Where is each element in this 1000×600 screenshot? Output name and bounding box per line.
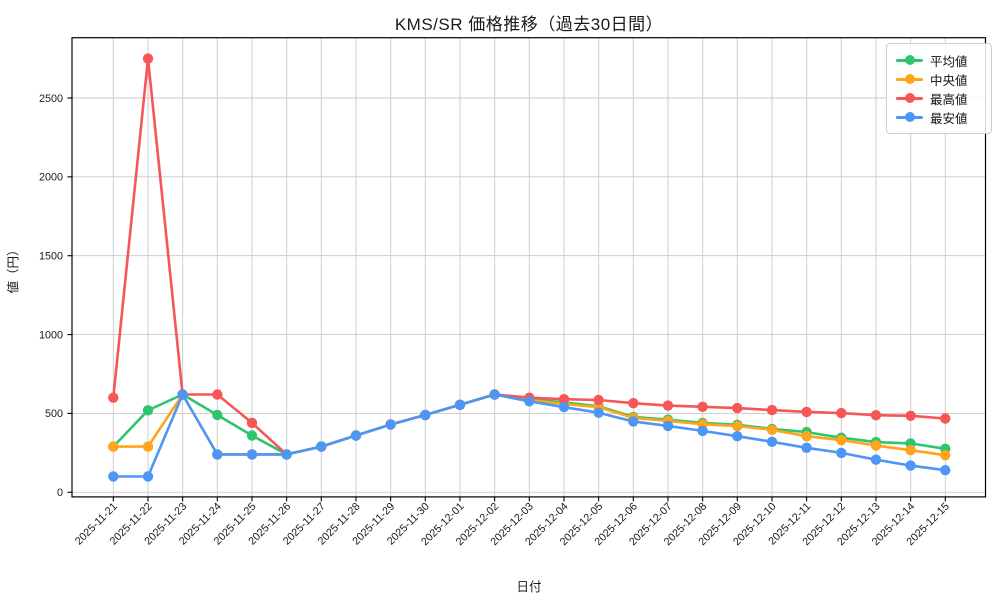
data-point-median-price bbox=[108, 441, 119, 452]
y-tick-label: 500 bbox=[45, 408, 63, 420]
data-point-lowest-price bbox=[420, 409, 431, 421]
data-point-lowest-price bbox=[108, 471, 119, 482]
data-point-average-price bbox=[142, 405, 154, 416]
data-point-lowest-price bbox=[454, 399, 466, 410]
series-lowest-price bbox=[108, 389, 951, 482]
data-point-highest-price bbox=[108, 392, 119, 403]
y-tick-label: 1000 bbox=[39, 329, 63, 341]
y-tick-label: 2000 bbox=[39, 172, 63, 184]
data-point-highest-price bbox=[836, 407, 847, 419]
x-axis-label: 日付 bbox=[516, 580, 542, 594]
data-point-highest-price bbox=[870, 410, 882, 421]
data-point-median-price bbox=[732, 420, 743, 432]
data-point-lowest-price bbox=[177, 389, 188, 400]
y-tick-label: 1500 bbox=[39, 251, 63, 263]
data-point-lowest-price bbox=[524, 396, 535, 407]
series-highest-price bbox=[108, 53, 951, 460]
legend-item-median: 中央値 bbox=[896, 70, 982, 88]
data-point-lowest-price bbox=[870, 454, 882, 465]
data-point-highest-price bbox=[697, 401, 708, 412]
highest-line-icon bbox=[896, 93, 923, 103]
data-point-highest-price bbox=[246, 417, 258, 429]
legend-item-average: 平均値 bbox=[896, 51, 982, 69]
data-point-highest-price bbox=[766, 404, 778, 416]
data-point-lowest-price bbox=[558, 401, 570, 413]
legend-item-highest: 最高値 bbox=[896, 89, 982, 107]
data-point-lowest-price bbox=[801, 442, 812, 453]
median-line-icon bbox=[896, 74, 923, 84]
data-point-lowest-price bbox=[766, 436, 778, 447]
data-point-lowest-price bbox=[246, 449, 258, 460]
average-line-icon bbox=[896, 55, 923, 65]
data-point-average-price bbox=[212, 409, 223, 421]
data-point-highest-price bbox=[732, 402, 743, 414]
plot-border bbox=[71, 37, 987, 498]
tick-marks bbox=[67, 97, 946, 502]
data-point-lowest-price bbox=[385, 419, 396, 430]
chart-title: KMS/SR 価格推移（過去30日間） bbox=[394, 15, 664, 34]
data-point-lowest-price bbox=[836, 447, 847, 459]
y-tick-label: 0 bbox=[57, 487, 63, 499]
legend-label: 平均値 bbox=[930, 54, 968, 69]
data-point-lowest-price bbox=[212, 449, 223, 460]
legend-item-lowest: 最安値 bbox=[896, 108, 982, 126]
data-point-highest-price bbox=[212, 389, 223, 400]
y-tick-label: 2500 bbox=[39, 93, 63, 105]
legend-label: 最高値 bbox=[930, 92, 968, 107]
data-point-median-price bbox=[905, 445, 916, 456]
data-point-highest-price bbox=[662, 400, 674, 411]
data-point-highest-price bbox=[142, 53, 154, 64]
data-point-lowest-price bbox=[628, 416, 639, 427]
data-point-lowest-price bbox=[593, 407, 604, 418]
data-point-median-price bbox=[766, 424, 778, 435]
data-point-highest-price bbox=[628, 398, 639, 409]
plot-background bbox=[72, 37, 986, 497]
data-point-highest-price bbox=[593, 394, 604, 406]
data-point-median-price bbox=[940, 450, 951, 461]
data-point-lowest-price bbox=[350, 430, 362, 441]
data-point-lowest-price bbox=[662, 420, 674, 432]
legend-label: 最安値 bbox=[930, 111, 968, 126]
data-point-lowest-price bbox=[905, 460, 916, 471]
data-point-highest-price bbox=[940, 413, 951, 424]
data-point-median-price bbox=[142, 441, 154, 452]
data-point-lowest-price bbox=[732, 431, 743, 442]
data-point-lowest-price bbox=[940, 465, 951, 476]
lowest-line-icon bbox=[896, 112, 923, 122]
data-point-lowest-price bbox=[697, 425, 708, 437]
data-point-lowest-price bbox=[281, 449, 292, 460]
data-point-lowest-price bbox=[316, 441, 327, 452]
data-point-lowest-price bbox=[489, 389, 500, 400]
legend-label: 中央値 bbox=[930, 73, 968, 88]
data-point-highest-price bbox=[801, 406, 812, 418]
legend: 平均値 中央値 最高値 最安値 bbox=[886, 43, 992, 134]
data-point-median-price bbox=[801, 431, 812, 442]
data-point-lowest-price bbox=[142, 471, 154, 482]
data-point-average-price bbox=[246, 430, 258, 441]
y-axis-label: 値（円） bbox=[6, 243, 21, 294]
data-point-highest-price bbox=[558, 394, 570, 405]
data-point-median-price bbox=[870, 440, 882, 451]
data-point-median-price bbox=[836, 434, 847, 446]
data-point-highest-price bbox=[905, 410, 916, 421]
